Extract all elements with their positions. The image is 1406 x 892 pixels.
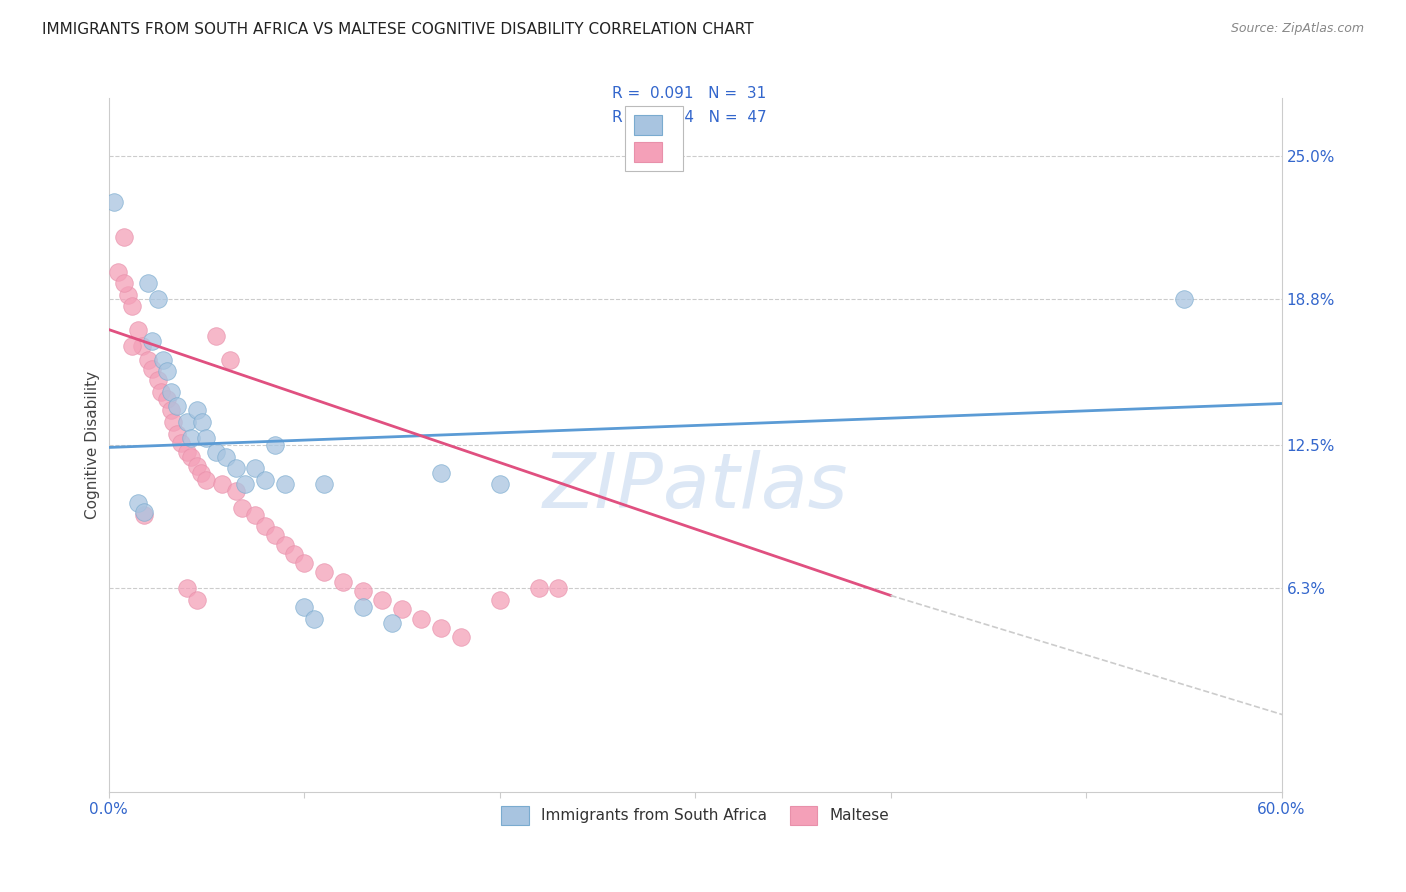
Point — [127, 496, 149, 510]
Point — [263, 528, 285, 542]
Point — [195, 431, 218, 445]
Point — [547, 582, 569, 596]
Point — [121, 339, 143, 353]
Point — [312, 566, 335, 580]
Point — [218, 352, 240, 367]
Point — [488, 593, 510, 607]
Point — [225, 484, 247, 499]
Point — [391, 602, 413, 616]
Point — [166, 426, 188, 441]
Point — [263, 438, 285, 452]
Point — [411, 611, 433, 625]
Text: R =  0.091   N =  31: R = 0.091 N = 31 — [612, 87, 766, 101]
Point — [211, 477, 233, 491]
Point — [136, 352, 159, 367]
Text: ZIPatlas: ZIPatlas — [543, 450, 848, 524]
Point — [332, 574, 354, 589]
Point — [430, 466, 453, 480]
Point — [292, 556, 315, 570]
Point — [273, 477, 295, 491]
Point — [150, 384, 173, 399]
Point — [381, 616, 404, 631]
Point — [141, 361, 163, 376]
Point — [107, 265, 129, 279]
Legend: Immigrants from South Africa, Maltese: Immigrants from South Africa, Maltese — [494, 798, 897, 833]
Point — [180, 450, 202, 464]
Point — [176, 415, 198, 429]
Point — [112, 277, 135, 291]
Point — [176, 582, 198, 596]
Point — [253, 473, 276, 487]
Point — [121, 300, 143, 314]
Point — [112, 230, 135, 244]
Point — [430, 621, 453, 635]
Point — [156, 364, 179, 378]
Point — [103, 195, 125, 210]
Y-axis label: Cognitive Disability: Cognitive Disability — [86, 371, 100, 519]
Point — [195, 473, 218, 487]
Point — [527, 582, 550, 596]
Point — [450, 630, 472, 644]
Point — [352, 599, 374, 614]
Point — [190, 466, 212, 480]
Point — [136, 277, 159, 291]
Point — [231, 500, 253, 515]
Point — [127, 322, 149, 336]
Point — [132, 508, 155, 522]
Point — [292, 599, 315, 614]
Point — [488, 477, 510, 491]
Point — [156, 392, 179, 406]
Point — [253, 519, 276, 533]
Point — [205, 329, 228, 343]
Point — [245, 461, 267, 475]
Point — [191, 415, 214, 429]
Point — [170, 435, 193, 450]
Point — [352, 583, 374, 598]
Point — [146, 373, 169, 387]
Point — [273, 537, 295, 551]
Point — [302, 611, 325, 625]
Point — [160, 384, 183, 399]
Point — [117, 288, 139, 302]
Point — [235, 477, 257, 491]
Text: Source: ZipAtlas.com: Source: ZipAtlas.com — [1230, 22, 1364, 36]
Point — [132, 505, 155, 519]
Point — [215, 450, 238, 464]
Point — [131, 339, 153, 353]
Point — [180, 431, 202, 445]
Point — [186, 458, 208, 473]
Point — [225, 461, 247, 475]
Text: IMMIGRANTS FROM SOUTH AFRICA VS MALTESE COGNITIVE DISABILITY CORRELATION CHART: IMMIGRANTS FROM SOUTH AFRICA VS MALTESE … — [42, 22, 754, 37]
Point — [205, 445, 228, 459]
Point — [160, 403, 183, 417]
Point — [162, 415, 184, 429]
Point — [245, 508, 267, 522]
Point — [186, 593, 208, 607]
Point — [371, 593, 394, 607]
Point — [141, 334, 163, 348]
Point — [176, 445, 198, 459]
Point — [186, 403, 208, 417]
Point — [1173, 293, 1195, 307]
Point — [312, 477, 335, 491]
Point — [283, 547, 305, 561]
Point — [146, 293, 169, 307]
Point — [166, 399, 188, 413]
Point — [152, 352, 174, 367]
Text: R = -0.424   N =  47: R = -0.424 N = 47 — [612, 111, 766, 125]
